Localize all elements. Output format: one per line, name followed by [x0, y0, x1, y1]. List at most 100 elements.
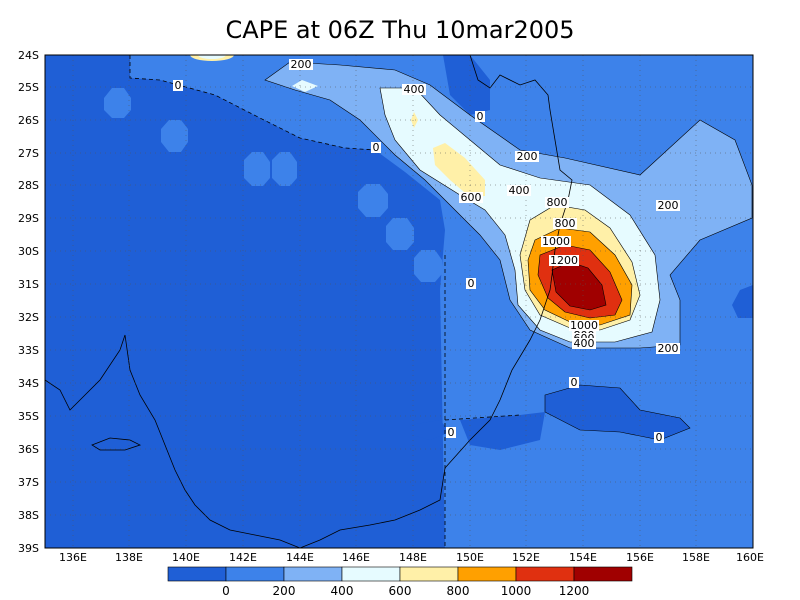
contour-1000 — [537, 244, 623, 319]
colorbar-label: 200 — [273, 584, 296, 598]
contour-label: 0 — [569, 376, 579, 389]
svg-text:0: 0 — [656, 431, 663, 444]
west-coastline — [45, 334, 301, 548]
lat-tick: 31S — [18, 278, 39, 291]
cape-band-lt0-north — [443, 55, 490, 115]
colorbar-label: 800 — [447, 584, 470, 598]
colorbar-label: 1000 — [501, 584, 532, 598]
contour-label: 800 — [545, 196, 569, 209]
svg-text:0: 0 — [175, 79, 182, 92]
lat-tick: 35S — [18, 410, 39, 423]
contour-label: 0 — [446, 426, 456, 439]
lat-tick: 34S — [18, 377, 39, 390]
lat-tick: 26S — [18, 114, 39, 127]
lon-tick: 150E — [456, 551, 484, 564]
contour-label: 200 — [289, 58, 313, 71]
svg-text:1000: 1000 — [542, 235, 570, 248]
lat-tick: 33S — [18, 344, 39, 357]
contour-label: 800 — [553, 217, 577, 230]
contour-200 — [264, 61, 753, 349]
svg-text:200: 200 — [658, 199, 679, 212]
cape-islands — [104, 88, 442, 282]
lon-tick: 138E — [115, 551, 143, 564]
contour-800 — [527, 227, 633, 326]
contour-label: 200 — [656, 199, 680, 212]
colorbar-swatch — [515, 566, 575, 582]
lon-axis: 136E 138E 140E 142E 144E 146E 148E 150E … — [59, 551, 764, 564]
cape-band-600-800-a — [433, 143, 485, 197]
svg-text:400: 400 — [404, 83, 425, 96]
map-frame — [44, 54, 754, 549]
colorbar-swatch — [573, 566, 633, 582]
contour-label: 1000 — [569, 319, 599, 332]
contour-label: 400 — [402, 83, 426, 96]
contour-label: 0 — [654, 431, 664, 444]
lon-tick: 140E — [172, 551, 200, 564]
svg-text:600: 600 — [461, 191, 482, 204]
contour-0-south — [544, 384, 691, 441]
colorbar-swatch — [225, 566, 285, 582]
contour-label: 1000 — [541, 235, 571, 248]
contour-label: 0 — [475, 110, 485, 123]
cape-band-lt0-south — [545, 385, 690, 440]
grid-lines — [45, 55, 753, 548]
east-coastline — [299, 55, 573, 548]
lon-tick: 146E — [342, 551, 370, 564]
cape-band-lt0-east — [732, 285, 753, 318]
svg-text:0: 0 — [477, 110, 484, 123]
cape-patch-island — [292, 80, 318, 92]
lon-tick: 144E — [286, 551, 314, 564]
contour-label: 600 — [459, 191, 483, 204]
contour-label: 200 — [515, 150, 539, 163]
coastline-layer — [45, 55, 573, 548]
contour-400 — [379, 87, 661, 343]
colorbar-label: 1200 — [559, 584, 590, 598]
contour-label: 1200 — [549, 254, 579, 267]
state-border-1 — [129, 55, 376, 151]
contour-600 — [519, 204, 641, 331]
lon-tick: 142E — [229, 551, 257, 564]
svg-text:1000: 1000 — [570, 319, 598, 332]
colorbar-swatch — [283, 566, 343, 582]
colorbar-label: 400 — [331, 584, 354, 598]
lat-tick: 24S — [18, 49, 39, 62]
colorbar-swatch — [399, 566, 459, 582]
lon-tick: 148E — [399, 551, 427, 564]
gulf-outline — [91, 437, 142, 451]
cape-band-gt1200 — [552, 262, 606, 310]
cape-band-lt0-coast — [460, 412, 545, 450]
lat-tick: 39S — [18, 542, 39, 555]
contour-label: 400 — [507, 184, 531, 197]
colorbar-label: 0 — [222, 584, 230, 598]
svg-text:200: 200 — [658, 342, 679, 355]
contour-label: 400 — [572, 337, 596, 350]
lon-tick: 160E — [736, 551, 764, 564]
colorbar: 0 200 400 600 800 1000 1200 — [167, 566, 633, 598]
lat-tick: 25S — [18, 81, 39, 94]
svg-text:0: 0 — [448, 426, 455, 439]
state-border-3 — [444, 414, 521, 421]
lon-tick: 158E — [682, 551, 710, 564]
svg-text:800: 800 — [555, 217, 576, 230]
lat-axis: 24S 25S 26S 27S 28S 29S 30S 31S 32S 33S … — [18, 49, 39, 555]
colorbar-label: 600 — [389, 584, 412, 598]
svg-text:0: 0 — [468, 277, 475, 290]
lat-tick: 37S — [18, 476, 39, 489]
lat-tick: 36S — [18, 443, 39, 456]
svg-text:200: 200 — [291, 58, 312, 71]
lat-tick: 32S — [18, 311, 39, 324]
svg-text:200: 200 — [517, 150, 538, 163]
lat-tick: 27S — [18, 147, 39, 160]
colorbar-swatch — [167, 566, 227, 582]
svg-text:1200: 1200 — [550, 254, 578, 267]
contour-label: 0 — [466, 277, 476, 290]
contour-label: 0 — [371, 141, 381, 154]
svg-text:800: 800 — [547, 196, 568, 209]
lon-tick: 156E — [626, 551, 654, 564]
cape-band-lt0-mid — [410, 420, 450, 440]
page-title: CAPE at 06Z Thu 10mar2005 — [225, 16, 575, 44]
contour-label: 200 — [656, 342, 680, 355]
lon-tick: 154E — [569, 551, 597, 564]
svg-text:0: 0 — [571, 376, 578, 389]
